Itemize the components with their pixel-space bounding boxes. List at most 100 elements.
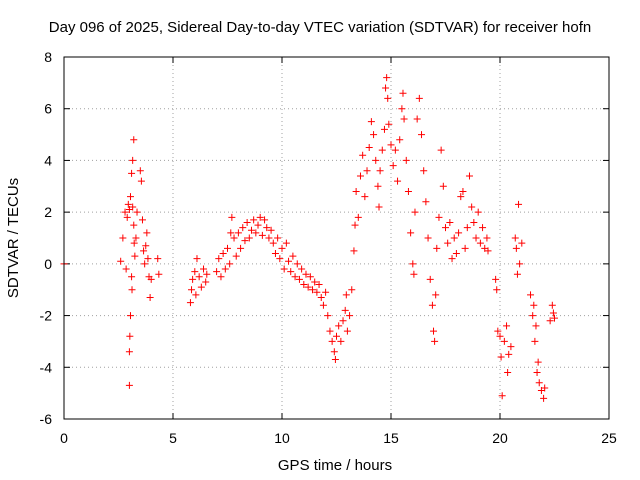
- x-tick-label: 5: [169, 430, 177, 446]
- y-tick-label: -6: [40, 411, 53, 427]
- data-point: [256, 213, 264, 221]
- x-tick-label: 15: [383, 430, 399, 446]
- data-point: [287, 268, 295, 276]
- data-point: [400, 115, 408, 123]
- data-point: [551, 314, 558, 322]
- data-point: [131, 252, 139, 260]
- data-point: [124, 200, 132, 208]
- data-point: [215, 255, 223, 263]
- data-point: [457, 193, 465, 201]
- data-point: [530, 301, 538, 309]
- data-point: [197, 283, 205, 291]
- data-point: [527, 291, 535, 299]
- data-point: [384, 94, 392, 102]
- data-point: [335, 322, 343, 330]
- data-point: [291, 273, 299, 281]
- data-point: [431, 337, 439, 345]
- data-point: [126, 312, 134, 320]
- data-point: [411, 208, 419, 216]
- data-point: [234, 229, 242, 237]
- data-point: [192, 291, 200, 299]
- data-points: [60, 74, 558, 402]
- data-point: [541, 384, 549, 392]
- data-point: [330, 348, 338, 356]
- data-point: [346, 312, 354, 320]
- data-point: [546, 317, 554, 325]
- data-point: [549, 309, 557, 317]
- data-point: [191, 268, 199, 276]
- data-point: [348, 286, 356, 294]
- data-point: [132, 234, 140, 242]
- data-point: [129, 203, 137, 211]
- data-point: [339, 317, 347, 325]
- data-point: [136, 167, 144, 175]
- data-point: [130, 239, 138, 247]
- data-point: [391, 146, 399, 154]
- data-point: [455, 229, 463, 237]
- data-point: [402, 156, 410, 164]
- data-point: [146, 293, 154, 301]
- data-point: [404, 187, 412, 195]
- data-point: [319, 301, 327, 309]
- data-point: [452, 250, 460, 258]
- data-point: [435, 213, 443, 221]
- data-point: [203, 270, 211, 278]
- data-point: [498, 392, 506, 400]
- data-point: [463, 224, 471, 232]
- data-point: [459, 187, 467, 195]
- data-point: [365, 144, 373, 151]
- data-point: [398, 105, 406, 113]
- data-point: [123, 213, 131, 221]
- data-point: [385, 120, 393, 128]
- data-point: [413, 115, 421, 123]
- data-point: [380, 125, 388, 133]
- data-point: [186, 299, 194, 307]
- data-point: [121, 208, 129, 216]
- data-point: [500, 337, 508, 345]
- data-point: [269, 239, 277, 247]
- data-point: [389, 162, 397, 170]
- data-point: [430, 327, 438, 335]
- data-point: [271, 250, 279, 258]
- data-point: [493, 286, 501, 294]
- x-axis-label: GPS time / hours: [278, 457, 392, 474]
- data-point: [450, 234, 458, 242]
- data-point: [278, 244, 286, 252]
- y-tick-label: 4: [44, 152, 52, 168]
- grid-lines: [64, 57, 609, 419]
- data-point: [367, 118, 375, 126]
- axis-ticks: 0 5 10 15 20 25 -6 -4 -2 0 2 4 6 8: [40, 49, 617, 446]
- data-point: [503, 322, 511, 330]
- data-point: [375, 203, 383, 211]
- data-point: [505, 350, 513, 358]
- data-point: [341, 306, 349, 314]
- data-point: [317, 293, 325, 301]
- data-point: [504, 368, 512, 376]
- data-point: [293, 260, 301, 268]
- data-point: [374, 182, 382, 190]
- data-point: [418, 131, 426, 139]
- data-point: [155, 270, 163, 278]
- data-point: [448, 255, 456, 263]
- data-point: [130, 136, 138, 144]
- data-point: [420, 167, 428, 175]
- data-point: [232, 252, 240, 260]
- data-point: [254, 221, 262, 229]
- data-point: [313, 288, 321, 296]
- data-point: [289, 252, 297, 260]
- data-point: [511, 234, 519, 242]
- data-point: [130, 221, 138, 229]
- y-axis-label: SDTVAR / TECUs: [5, 178, 22, 298]
- data-point: [247, 226, 255, 234]
- y-tick-label: 0: [44, 256, 52, 272]
- y-tick-label: 2: [44, 204, 52, 220]
- data-point: [515, 200, 523, 208]
- data-point: [137, 177, 145, 185]
- data-point: [468, 203, 476, 211]
- data-point: [410, 270, 418, 278]
- data-point: [363, 167, 371, 175]
- plot-frame: [63, 56, 610, 420]
- x-tick-label: 0: [60, 430, 68, 446]
- data-point: [274, 234, 282, 242]
- data-point: [461, 244, 469, 252]
